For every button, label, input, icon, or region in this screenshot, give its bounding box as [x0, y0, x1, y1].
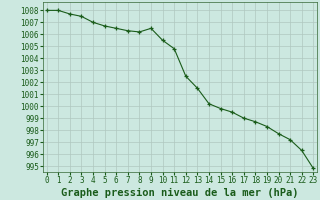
X-axis label: Graphe pression niveau de la mer (hPa): Graphe pression niveau de la mer (hPa): [61, 188, 299, 198]
